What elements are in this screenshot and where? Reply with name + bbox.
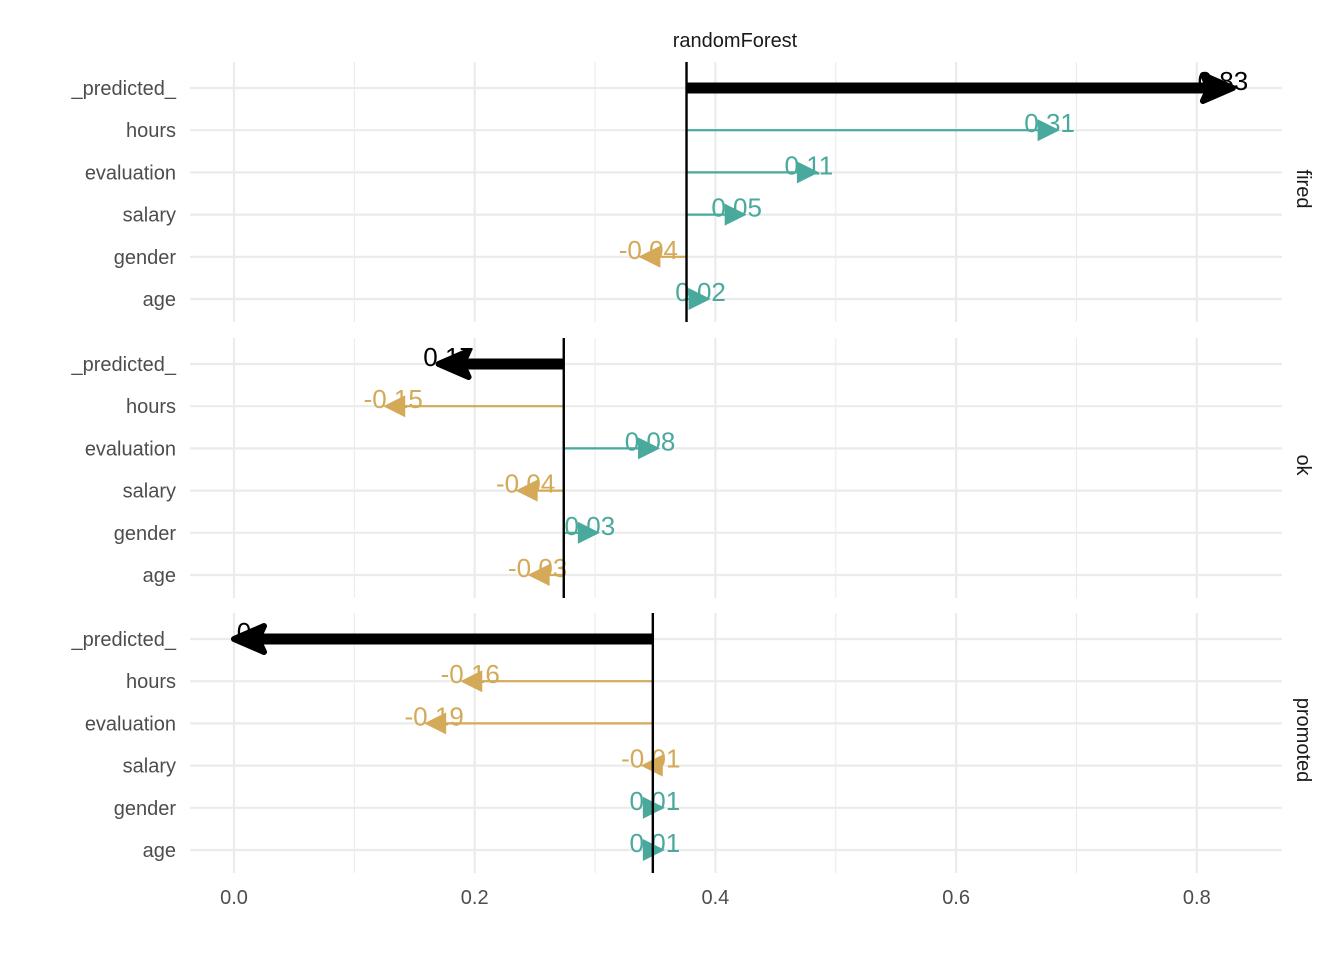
y-tick-label: evaluation [85, 162, 176, 184]
value-label: 0.08 [625, 426, 676, 456]
prediction-arrowhead [435, 348, 472, 380]
value-label: -0.19 [405, 701, 464, 731]
contribution-arrowhead [796, 161, 819, 184]
x-tick-label: 0.2 [461, 887, 489, 909]
y-tick-label: gender [114, 247, 177, 269]
contribution-arrowhead [460, 670, 483, 693]
y-tick-label: evaluation [85, 713, 176, 735]
value-label: -0.03 [508, 553, 567, 583]
value-label: -0.16 [441, 659, 500, 689]
facet-strip-label: promoted [1292, 698, 1314, 783]
contribution-arrowhead [1037, 119, 1060, 142]
value-label: -0.01 [621, 744, 680, 774]
panel-promoted: _predicted_hours evaluation salary gender ag… [70, 613, 1314, 873]
value-label: 0.01 [630, 786, 681, 816]
contribution-arrowhead [515, 479, 538, 502]
value-label: 0.03 [565, 511, 616, 541]
value-label: 0 [237, 617, 251, 647]
facet-strip-label: ok [1292, 454, 1314, 476]
prediction-arrowhead [1199, 72, 1236, 104]
y-tick-label: salary [123, 205, 176, 227]
value-label: 0.11 [785, 150, 834, 180]
y-tick-label: hours [126, 120, 176, 142]
value-label: -0.04 [496, 469, 555, 499]
value-label: -0.15 [364, 384, 423, 414]
y-tick-label: evaluation [85, 438, 176, 460]
contribution-arrowhead [638, 245, 661, 268]
value-label: 0.17 [423, 342, 474, 372]
x-axis: 0.0 0.2 0.4 0.6 0.8 [220, 887, 1211, 909]
value-label: 0.05 [711, 193, 762, 223]
contribution-arrowhead [424, 712, 447, 735]
value-label: 0.01 [630, 828, 681, 858]
contribution-arrowhead [527, 564, 550, 586]
y-tick-label: salary [123, 756, 176, 778]
chart-title: randomForest [673, 30, 798, 52]
x-tick-label: 0.8 [1183, 887, 1211, 909]
y-tick-label: age [143, 840, 176, 862]
x-tick-label: 0.4 [701, 887, 729, 909]
contribution-arrowhead [577, 521, 600, 544]
value-label: 0.02 [675, 277, 726, 307]
y-tick-label: _predicted_ [70, 629, 176, 651]
contribution-arrowhead [383, 395, 406, 418]
y-tick-label: gender [114, 798, 177, 820]
y-tick-label: gender [114, 523, 177, 545]
y-tick-label: _predicted_ [70, 78, 176, 100]
y-tick-label: hours [126, 396, 176, 418]
x-tick-label: 0.6 [942, 887, 970, 909]
facet-panels: _predicted_hoursevaluationsalarygenderag… [70, 62, 1314, 873]
panel-ok: _predicted_hours evaluation salary gender ag… [70, 338, 1314, 598]
contribution-arrowhead [638, 437, 661, 460]
y-tick-label: salary [123, 481, 176, 503]
panel-fired: _predicted_hours evaluation salary gender ag… [70, 62, 1314, 322]
value-label: -0.04 [619, 235, 678, 265]
y-tick-label: age [143, 565, 176, 587]
y-tick-label: _predicted_ [70, 354, 176, 376]
facet-strip-label: fired [1292, 170, 1314, 209]
y-tick-label: hours [126, 671, 176, 693]
y-tick-label: age [143, 289, 176, 311]
prediction-arrowhead [231, 623, 267, 655]
value-label: 0.83 [1198, 66, 1249, 96]
contribution-arrowhead [688, 288, 711, 310]
value-label: 0.31 [1024, 108, 1075, 138]
contribution-arrowhead [724, 203, 747, 226]
x-tick-label: 0.0 [220, 887, 248, 909]
